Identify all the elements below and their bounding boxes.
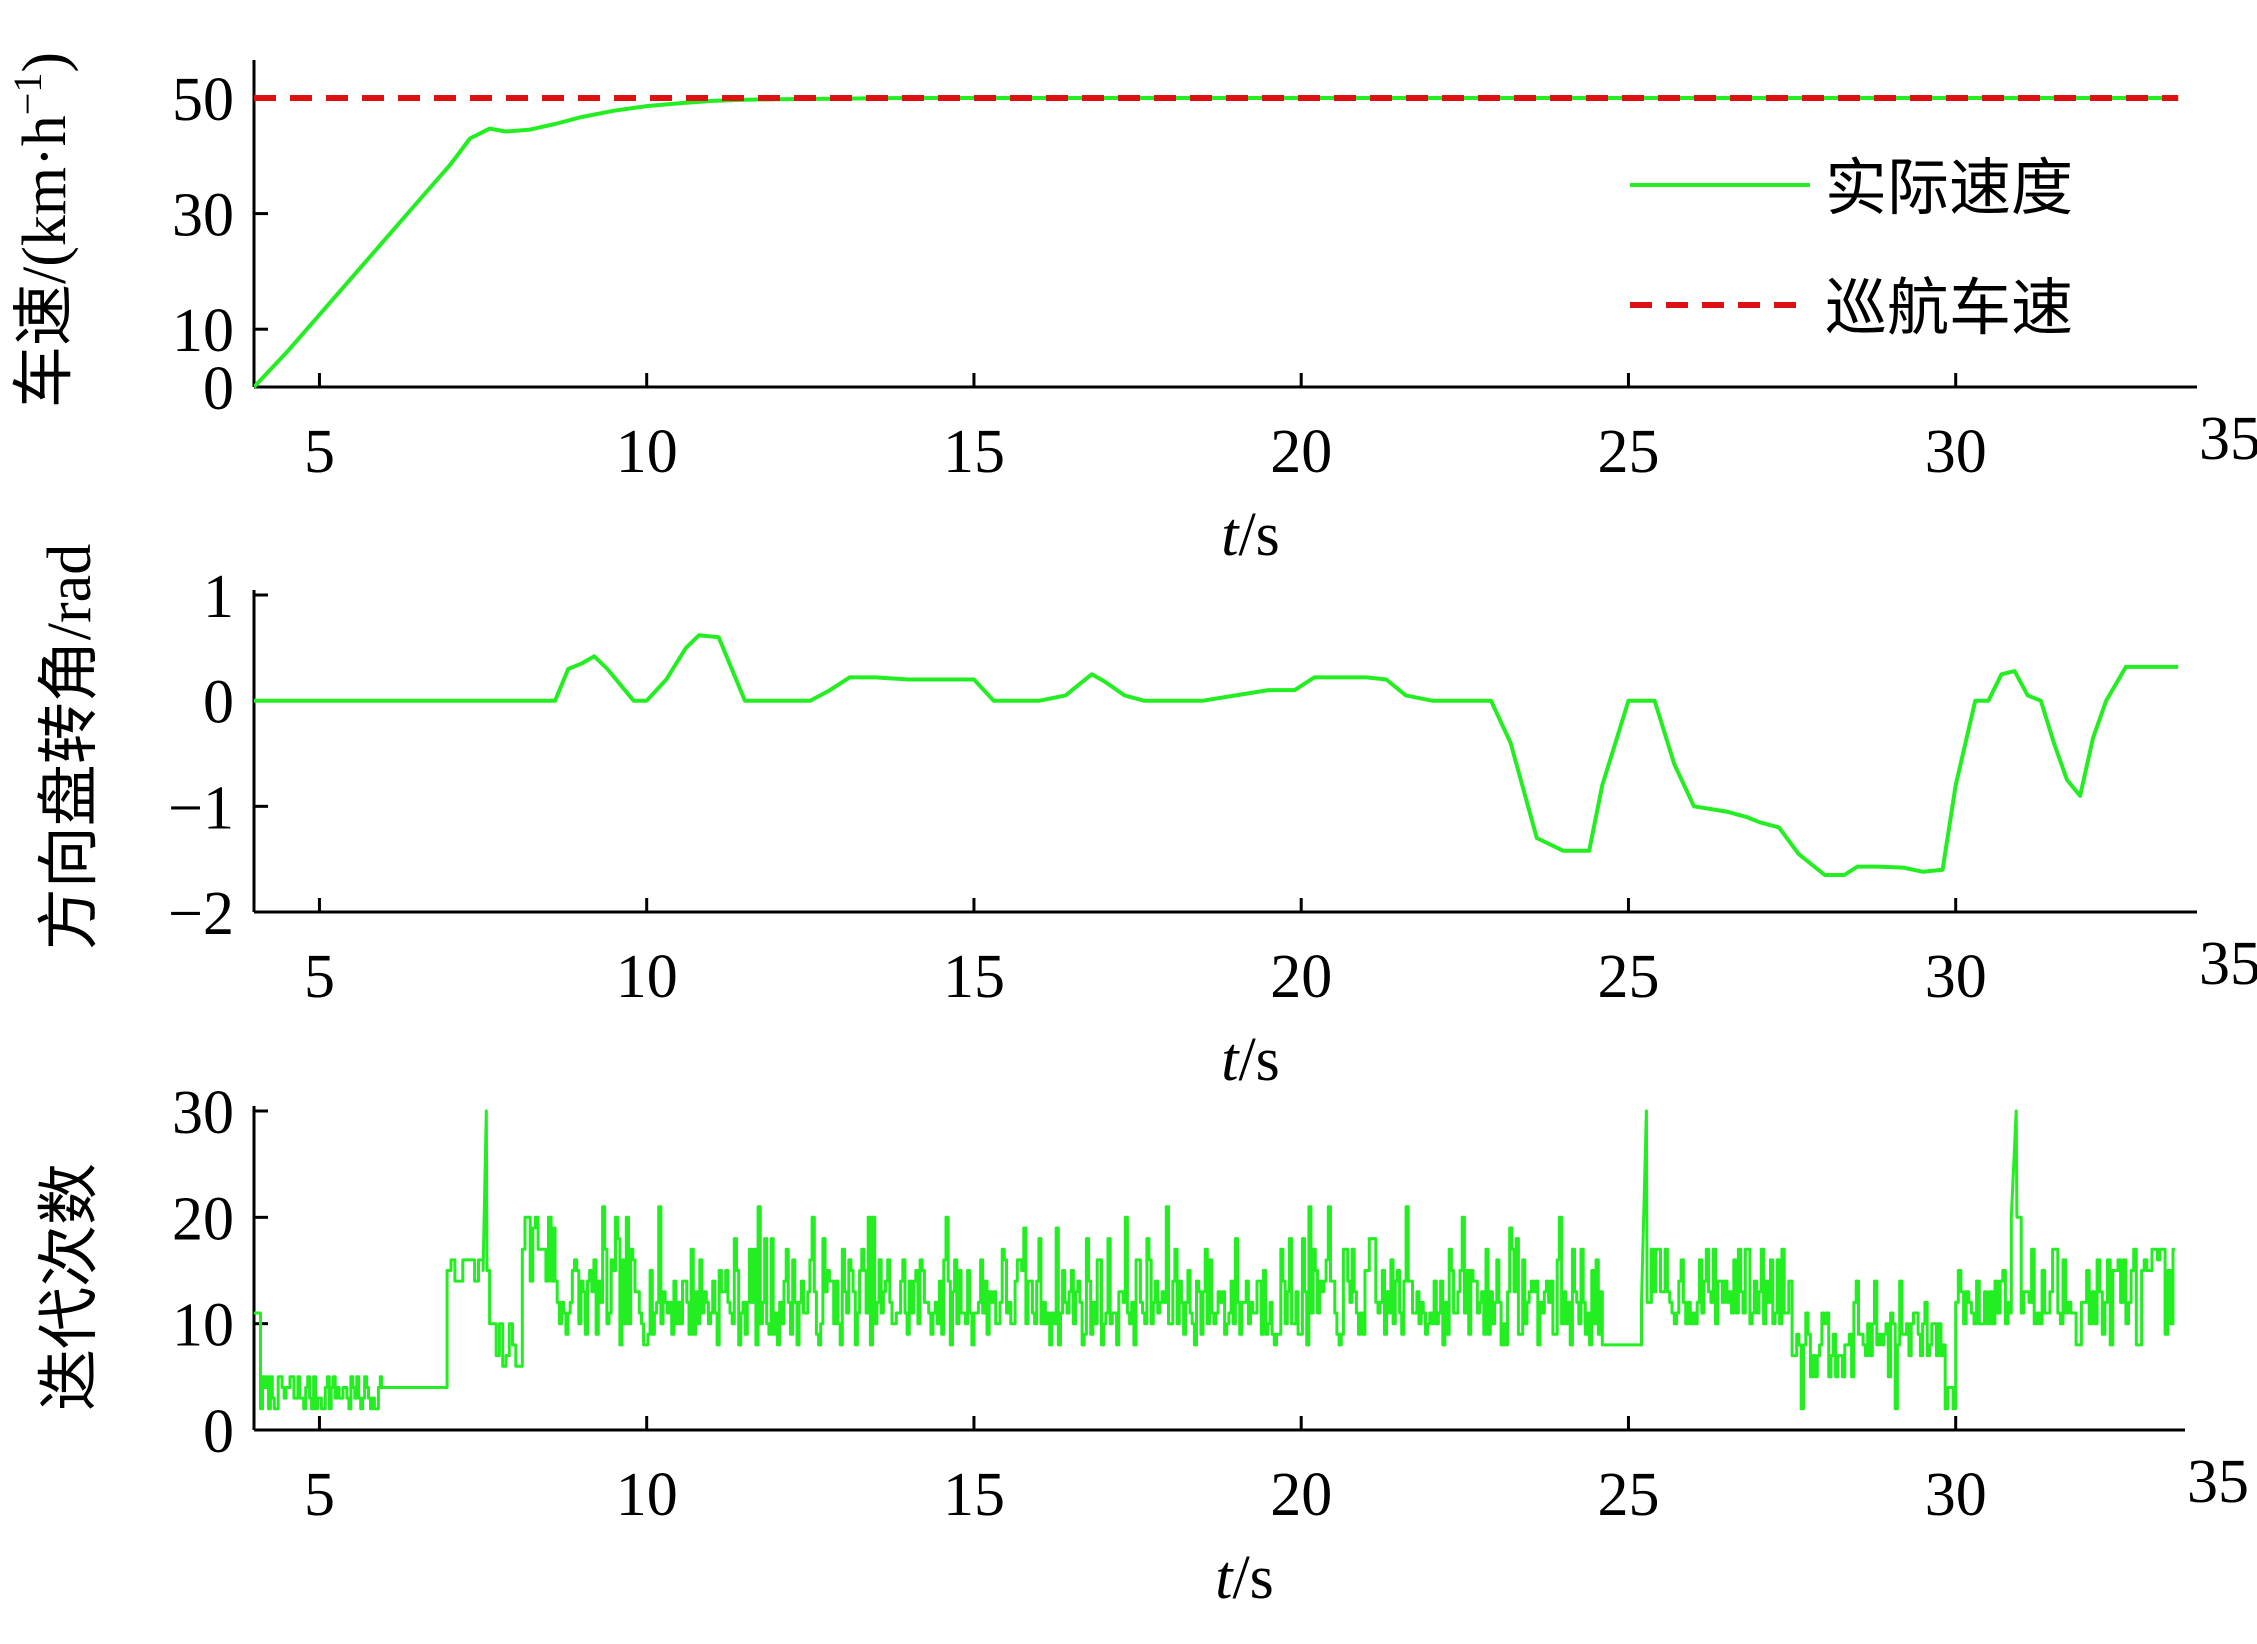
y-axis-label: 车速/(km·h−1) bbox=[5, 52, 79, 408]
x-axis-label-unit: /s bbox=[1238, 1026, 1279, 1094]
x-axis-label-var: t bbox=[1215, 1544, 1234, 1612]
y-tick-label: 20 bbox=[172, 1185, 234, 1253]
x-axis-label-unit: /s bbox=[1232, 1544, 1273, 1612]
y-axis-label-main: 方向盘转角/rad bbox=[36, 544, 104, 950]
y-axis-label-sup: −1 bbox=[5, 73, 50, 116]
x-tick-label: 25 bbox=[1597, 418, 1659, 486]
x-axis-label-var: t bbox=[1221, 501, 1240, 569]
x-tick-label: 5 bbox=[304, 418, 335, 486]
y-tick-label: 1 bbox=[203, 563, 234, 631]
y-tick-label: 0 bbox=[203, 669, 234, 737]
x-tick-label: 20 bbox=[1270, 1461, 1332, 1529]
x-axis-label: t/s bbox=[1221, 1026, 1280, 1094]
y-axis-label-main: 迭代次数 bbox=[36, 1163, 104, 1411]
y-axis-label-close: ) bbox=[11, 52, 79, 73]
steering-panel: 5 10 15 20 25 30 35 t/s −2 −1 0 1 方向盘转角/rad bbox=[36, 544, 2257, 1094]
x-axis-label: t/s bbox=[1215, 1544, 1274, 1612]
x-axis-label-var: t bbox=[1221, 1026, 1240, 1094]
speed-panel: 5 10 15 20 25 30 35t/s0103050车速/(km·h−1)实际速度巡航… bbox=[5, 52, 2257, 569]
iteration-panel: 5 10 15 20 25 30 35 t/s 0 10 20 30 迭代次数 bbox=[36, 1079, 2249, 1612]
series-line-actual bbox=[254, 1109, 2175, 1411]
y-tick-label: 10 bbox=[172, 1292, 234, 1360]
x-axis-label: t/s bbox=[1221, 501, 1280, 569]
y-axis-label: 迭代次数 bbox=[36, 1163, 104, 1411]
x-tick-label: 25 bbox=[1597, 1461, 1659, 1529]
y-tick-label: 0 bbox=[203, 355, 234, 423]
x-tick-label: 30 bbox=[1925, 1461, 1987, 1529]
x-tick-label: 30 bbox=[1925, 418, 1987, 486]
x-tick-label: 10 bbox=[616, 943, 678, 1011]
x-tick-label: 10 bbox=[616, 1461, 678, 1529]
y-axis-label: 方向盘转角/rad bbox=[36, 544, 104, 950]
legend-label: 巡航车速 bbox=[1825, 275, 2073, 343]
series-line-actual bbox=[254, 633, 2179, 877]
x-tick-label: 35 bbox=[2187, 1448, 2249, 1516]
series-line-actual bbox=[254, 96, 2179, 389]
x-tick-label: 5 bbox=[304, 1461, 335, 1529]
x-tick-label: 25 bbox=[1597, 943, 1659, 1011]
y-tick-label: 10 bbox=[172, 297, 234, 365]
x-tick-label: 35 bbox=[2199, 405, 2257, 473]
y-axis-label-main: 车速/(km·h bbox=[11, 115, 79, 408]
y-tick-label: −1 bbox=[168, 774, 234, 842]
y-tick-label: 30 bbox=[172, 182, 234, 250]
x-axis-label-unit: /s bbox=[1238, 501, 1279, 569]
legend-label: 实际速度 bbox=[1825, 155, 2073, 223]
y-tick-label: 0 bbox=[203, 1398, 234, 1466]
x-tick-label: 15 bbox=[943, 943, 1005, 1011]
y-tick-label: −2 bbox=[168, 880, 234, 948]
x-tick-label: 5 bbox=[304, 943, 335, 1011]
x-tick-label: 30 bbox=[1925, 943, 1987, 1011]
x-tick-label: 15 bbox=[943, 1461, 1005, 1529]
x-tick-label: 15 bbox=[943, 418, 1005, 486]
x-tick-label: 10 bbox=[616, 418, 678, 486]
x-tick-label: 35 bbox=[2199, 930, 2257, 998]
y-tick-label: 50 bbox=[172, 66, 234, 134]
y-tick-label: 30 bbox=[172, 1079, 234, 1147]
x-tick-label: 20 bbox=[1270, 943, 1332, 1011]
x-tick-label: 20 bbox=[1270, 418, 1332, 486]
